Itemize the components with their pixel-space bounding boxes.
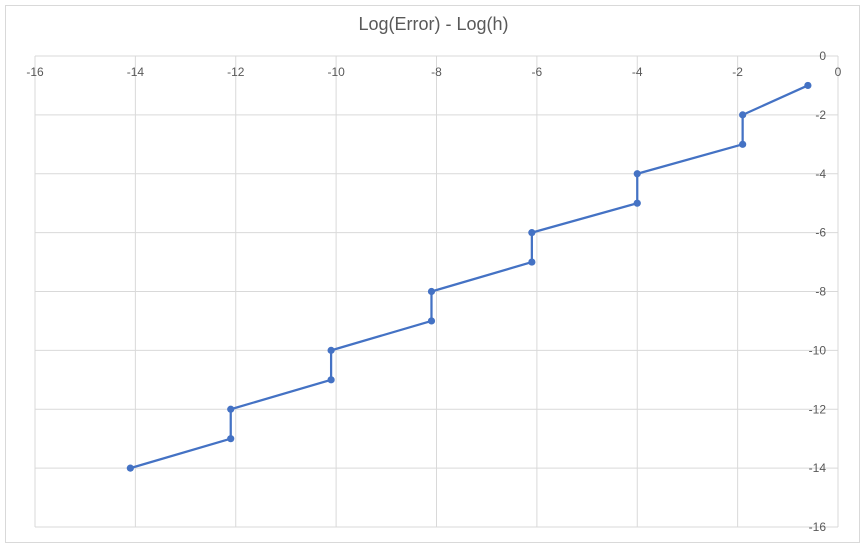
data-point: [804, 81, 812, 90]
y-tick-label: -12: [809, 402, 827, 416]
x-tick-label: -10: [327, 65, 345, 79]
y-tick-label: -14: [809, 461, 827, 475]
chart-title: Log(Error) - Log(h): [358, 14, 509, 34]
x-tick-label: -12: [227, 65, 245, 79]
data-point: [227, 435, 235, 443]
data-point: [126, 464, 134, 472]
data-point: [227, 405, 235, 413]
x-tick-label: -2: [732, 65, 743, 79]
y-tick-label: -8: [815, 285, 826, 299]
data-point: [739, 111, 747, 119]
grid-lines: [34, 55, 839, 528]
data-point: [528, 258, 536, 266]
y-axis-tick-labels: 0 -2 -4 -6 -8 -10 -12 -14 -16: [809, 49, 827, 534]
data-point: [739, 140, 747, 148]
data-point: [427, 287, 436, 296]
data-point: [528, 229, 536, 237]
x-axis-tick-labels: -16 -14 -12 -10 -8 -6 -4 -2 0: [26, 65, 841, 79]
x-tick-label: -8: [431, 65, 442, 79]
y-tick-label: -2: [815, 108, 826, 122]
y-tick-label: -16: [809, 520, 827, 534]
series-line: [130, 84, 809, 470]
chart-frame: [5, 5, 860, 543]
data-point: [427, 317, 436, 325]
x-tick-label: -14: [127, 65, 145, 79]
y-tick-label: 0: [819, 49, 826, 63]
y-tick-label: -10: [809, 343, 827, 357]
data-point: [633, 199, 641, 207]
data-point: [327, 376, 335, 384]
x-tick-label: -4: [632, 65, 643, 79]
x-tick-label: -16: [26, 65, 44, 79]
data-point: [633, 170, 641, 178]
data-point: [327, 346, 335, 354]
x-tick-label: 0: [835, 65, 842, 79]
x-tick-label: -6: [532, 65, 543, 79]
data-series: [126, 81, 812, 472]
y-tick-label: -4: [815, 167, 826, 181]
y-tick-label: -6: [815, 226, 826, 240]
